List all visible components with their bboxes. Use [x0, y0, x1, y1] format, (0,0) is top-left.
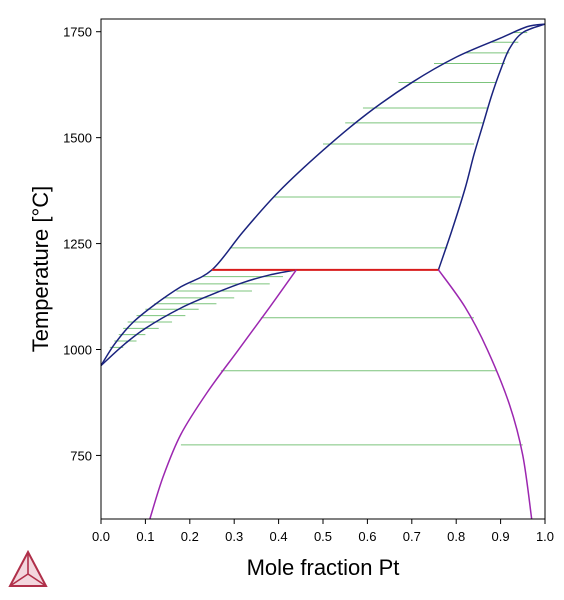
x-axis-ticks: 0.0 0.1 0.2 0.3 0.4 0.5 0.6 0.7 0.8 0.9 1.0: [92, 519, 554, 544]
series-line-1: [101, 269, 297, 367]
y-axis-ticks: 750 1000 1250 1500 1750: [63, 25, 101, 463]
y-tick-label: 1750: [63, 25, 92, 40]
x-axis-label: Mole fraction Pt: [247, 555, 400, 580]
x-tick-label: 0.1: [136, 529, 154, 544]
series-line-5: [437, 269, 533, 519]
x-tick-label: 0.9: [492, 529, 510, 544]
x-tick-label: 0.0: [92, 529, 110, 544]
y-tick-label: 1250: [63, 237, 92, 252]
y-tick-label: 750: [70, 448, 92, 463]
y-tick-label: 1000: [63, 343, 92, 358]
series-line-2: [437, 23, 545, 271]
x-tick-label: 0.2: [181, 529, 199, 544]
phase-boundaries: [101, 23, 545, 519]
y-tick-label: 1500: [63, 131, 92, 146]
series-line-0: [101, 23, 545, 367]
x-tick-label: 0.8: [447, 529, 465, 544]
tie-lines: [109, 32, 528, 446]
x-tick-label: 1.0: [536, 529, 554, 544]
logo-line-b: [27, 573, 47, 587]
thermo-calc-logo: [8, 549, 48, 587]
x-tick-label: 0.4: [270, 529, 288, 544]
x-tick-label: 0.3: [225, 529, 243, 544]
x-tick-label: 0.5: [314, 529, 332, 544]
y-axis-label: Temperature [°C]: [28, 186, 53, 353]
x-tick-label: 0.7: [403, 529, 421, 544]
x-tick-label: 0.6: [358, 529, 376, 544]
series-line-4: [149, 269, 297, 519]
